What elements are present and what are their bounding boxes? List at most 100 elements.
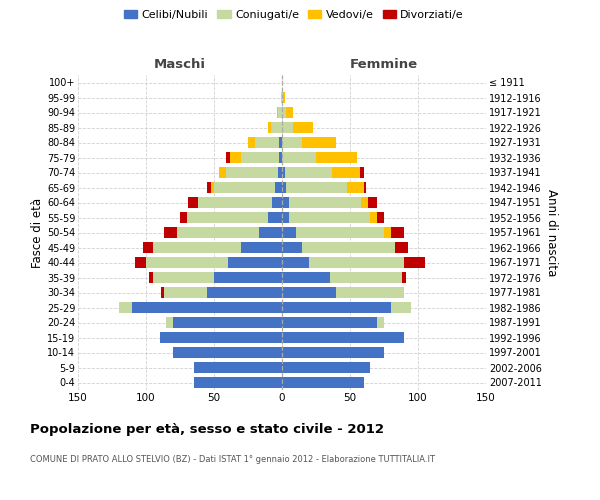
Bar [286, 182, 347, 194]
Bar [278, 106, 282, 118]
Bar [404, 256, 425, 268]
Bar [173, 346, 282, 358]
Bar [279, 152, 282, 164]
Bar [214, 182, 275, 194]
Bar [282, 212, 289, 224]
Bar [282, 242, 302, 254]
Bar [368, 196, 377, 208]
Bar [282, 196, 289, 208]
Bar [282, 376, 364, 388]
Bar [214, 272, 282, 283]
Bar [283, 92, 285, 104]
Bar [329, 272, 401, 283]
Bar [293, 122, 313, 134]
Bar [282, 302, 391, 314]
Bar [241, 152, 279, 164]
Bar [194, 362, 282, 374]
Bar [296, 226, 384, 238]
Bar [271, 122, 282, 134]
Bar [286, 106, 293, 118]
Bar [153, 272, 214, 283]
Y-axis label: Anni di nascita: Anni di nascita [545, 189, 559, 276]
Bar [391, 226, 404, 238]
Bar [164, 286, 207, 298]
Legend: Celibi/Nubili, Coniugati/e, Vedovi/e, Divorziati/e: Celibi/Nubili, Coniugati/e, Vedovi/e, Di… [119, 6, 469, 25]
Bar [282, 122, 293, 134]
Bar [164, 226, 177, 238]
Bar [391, 302, 411, 314]
Bar [149, 272, 153, 283]
Bar [226, 166, 278, 178]
Bar [377, 212, 384, 224]
Bar [119, 302, 133, 314]
Bar [289, 196, 361, 208]
Bar [146, 256, 227, 268]
Bar [282, 182, 286, 194]
Bar [272, 196, 282, 208]
Bar [255, 136, 279, 148]
Bar [226, 152, 230, 164]
Bar [173, 316, 282, 328]
Bar [143, 242, 153, 254]
Bar [395, 242, 409, 254]
Bar [347, 182, 364, 194]
Bar [282, 92, 283, 104]
Bar [248, 136, 255, 148]
Bar [177, 226, 259, 238]
Bar [359, 166, 364, 178]
Bar [281, 92, 282, 104]
Bar [230, 152, 241, 164]
Bar [282, 106, 286, 118]
Bar [194, 376, 282, 388]
Bar [282, 362, 370, 374]
Bar [316, 152, 357, 164]
Bar [188, 196, 197, 208]
Bar [153, 242, 241, 254]
Bar [282, 286, 337, 298]
Y-axis label: Fasce di età: Fasce di età [31, 198, 44, 268]
Bar [384, 226, 391, 238]
Bar [302, 136, 337, 148]
Bar [133, 302, 282, 314]
Bar [302, 242, 395, 254]
Bar [282, 332, 404, 344]
Text: Maschi: Maschi [154, 58, 206, 70]
Bar [289, 212, 370, 224]
Text: Popolazione per età, sesso e stato civile - 2012: Popolazione per età, sesso e stato civil… [30, 422, 384, 436]
Bar [337, 286, 404, 298]
Bar [279, 136, 282, 148]
Text: Femmine: Femmine [350, 58, 418, 70]
Bar [277, 106, 278, 118]
Bar [401, 272, 406, 283]
Bar [180, 212, 187, 224]
Bar [207, 286, 282, 298]
Bar [166, 316, 173, 328]
Bar [282, 136, 302, 148]
Bar [282, 226, 296, 238]
Bar [309, 256, 404, 268]
Bar [268, 122, 271, 134]
Bar [278, 166, 282, 178]
Bar [211, 182, 214, 194]
Bar [187, 212, 268, 224]
Bar [377, 316, 384, 328]
Bar [282, 316, 377, 328]
Bar [259, 226, 282, 238]
Bar [364, 182, 367, 194]
Bar [135, 256, 146, 268]
Bar [361, 196, 368, 208]
Bar [197, 196, 272, 208]
Bar [282, 272, 329, 283]
Bar [220, 166, 226, 178]
Bar [161, 286, 164, 298]
Bar [282, 166, 285, 178]
Bar [241, 242, 282, 254]
Bar [227, 256, 282, 268]
Bar [268, 212, 282, 224]
Bar [207, 182, 211, 194]
Text: COMUNE DI PRATO ALLO STELVIO (BZ) - Dati ISTAT 1° gennaio 2012 - Elaborazione TU: COMUNE DI PRATO ALLO STELVIO (BZ) - Dati… [30, 455, 435, 464]
Bar [282, 152, 316, 164]
Bar [285, 166, 332, 178]
Bar [275, 182, 282, 194]
Bar [282, 256, 309, 268]
